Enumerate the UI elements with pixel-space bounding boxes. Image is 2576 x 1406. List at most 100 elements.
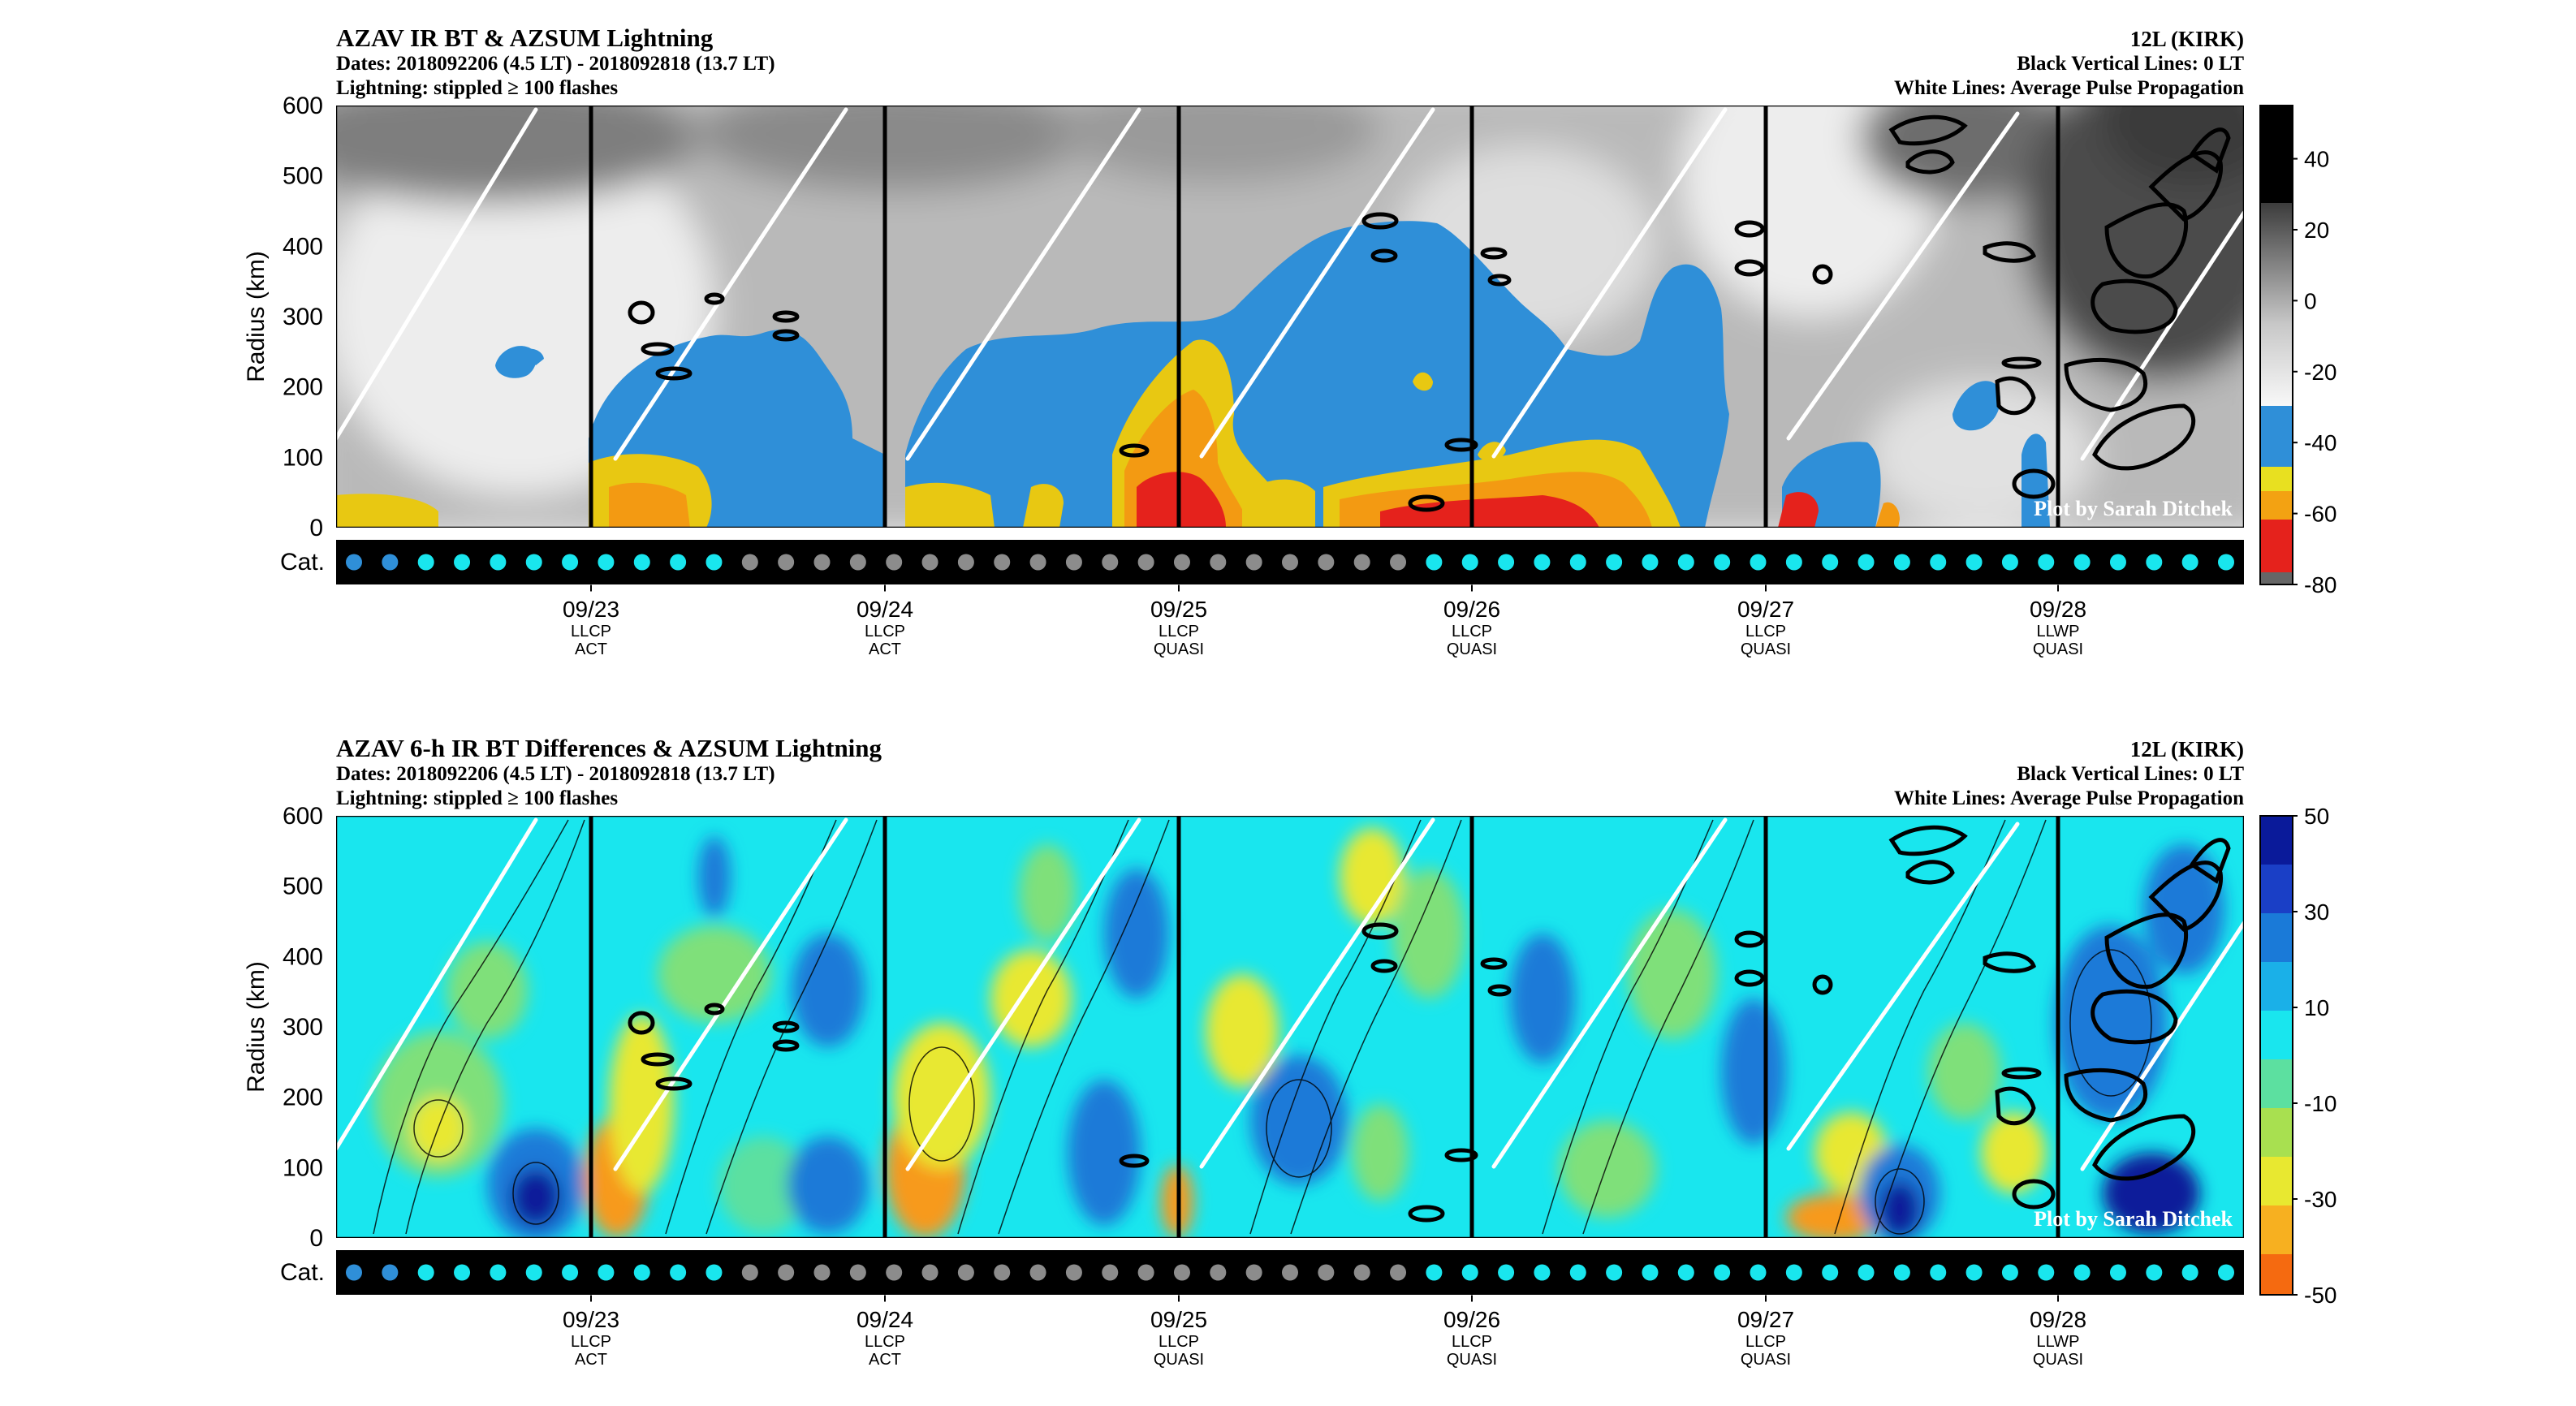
category-dot <box>1390 1264 1407 1281</box>
category-dot <box>417 1264 434 1281</box>
y-tick-label: 300 <box>283 304 323 330</box>
category-dot <box>2181 554 2198 571</box>
x-tick-date: 09/25 <box>1150 1307 1207 1332</box>
category-dot <box>1569 554 1586 571</box>
category-dot <box>778 554 795 571</box>
x-tick-state: ACT <box>575 640 607 658</box>
x-axis-day-labels: 09/23LLCPACT09/24LLCPACT09/25LLCPQUASI09… <box>563 584 2086 658</box>
category-dot <box>670 1264 687 1281</box>
black-lines-note: Black Vertical Lines: 0 LT <box>2017 53 2244 75</box>
category-dot <box>1750 1264 1767 1281</box>
colorbar-tick-label: -20 <box>2304 360 2337 385</box>
category-dot <box>1822 1264 1839 1281</box>
x-tick-phase: LLCP <box>865 623 905 640</box>
category-dot <box>1677 1264 1694 1281</box>
x-tick-state: ACT <box>869 640 901 658</box>
category-dot <box>1065 1264 1082 1281</box>
category-dot <box>1606 1264 1623 1281</box>
category-dot <box>1029 554 1046 571</box>
x-tick-phase: LLCP <box>1159 623 1199 640</box>
x-tick-state: QUASI <box>1154 1351 1204 1369</box>
category-dot <box>2073 554 2091 571</box>
category-dot <box>670 554 687 571</box>
category-dot <box>741 554 758 571</box>
y-tick-labels: 600 500 400 300 200 100 0 <box>283 93 323 541</box>
category-dot <box>1173 554 1190 571</box>
chart-subtitle-lightning: Lightning: stippled ≥ 100 flashes <box>336 77 618 99</box>
x-tick-phase: LLWP <box>2037 1333 2080 1351</box>
white-lines-note: White Lines: Average Pulse Propagation <box>1894 77 2244 99</box>
category-dot <box>1858 554 1875 571</box>
category-dot <box>382 1264 399 1281</box>
x-tick-state: QUASI <box>1447 640 1497 658</box>
colorbar-tick-label: -80 <box>2304 572 2337 597</box>
category-strip: Cat. <box>280 540 2244 584</box>
category-dot <box>2073 1264 2091 1281</box>
x-tick-date: 09/24 <box>857 1307 913 1332</box>
category-dot <box>490 554 507 571</box>
category-dot <box>1102 1264 1119 1281</box>
colorbar-tick-label: -60 <box>2304 502 2337 527</box>
y-tick-label: 600 <box>283 803 323 830</box>
x-tick-date: 09/23 <box>563 597 619 622</box>
x-tick-phase: LLWP <box>2037 623 2080 640</box>
colorbar: 40 20 0 -20 -40 -60 -80 <box>2259 105 2337 597</box>
category-dot <box>1714 554 1731 571</box>
colorbar-tick-label: -30 <box>2304 1187 2337 1212</box>
category-dot <box>454 1264 471 1281</box>
category-dot <box>2146 1264 2163 1281</box>
chart-title: AZAV 6-h IR BT Differences & AZSUM Light… <box>336 734 882 762</box>
category-dot <box>598 554 615 571</box>
category-dot <box>1785 554 1802 571</box>
category-dot <box>1102 554 1119 571</box>
x-tick-state: ACT <box>575 1351 607 1369</box>
category-dot <box>1534 1264 1551 1281</box>
category-dot <box>2001 554 2018 571</box>
category-dot <box>633 554 650 571</box>
category-dot <box>1245 554 1262 571</box>
category-dot <box>1677 554 1694 571</box>
category-dot <box>813 554 831 571</box>
category-dot <box>346 1264 362 1281</box>
x-tick-state: ACT <box>869 1351 901 1369</box>
category-dot <box>1065 554 1082 571</box>
category-dot <box>994 554 1011 571</box>
y-tick-label: 100 <box>283 444 323 471</box>
chart-subtitle-lightning: Lightning: stippled ≥ 100 flashes <box>336 787 618 809</box>
category-dot <box>1498 554 1515 571</box>
x-tick-phase: LLCP <box>571 1333 611 1351</box>
white-lines-note: White Lines: Average Pulse Propagation <box>1894 787 2244 809</box>
category-dot <box>1785 1264 1802 1281</box>
category-dot <box>633 1264 650 1281</box>
category-dot <box>1893 1264 1910 1281</box>
x-tick-date: 09/26 <box>1443 597 1500 622</box>
chart-subtitle-dates: Dates: 2018092206 (4.5 LT) - 2018092818 … <box>336 763 775 785</box>
category-dot <box>1893 554 1910 571</box>
category-dot <box>2146 554 2163 571</box>
category-dot <box>1642 1264 1659 1281</box>
plot-area: Plot by Sarah Ditchek <box>336 106 2244 528</box>
colorbar-tick-label: 20 <box>2304 218 2329 243</box>
category-dot <box>1714 1264 1731 1281</box>
y-tick-label: 500 <box>283 873 323 900</box>
panel-ir-bt: AZAV IR BT & AZSUM Lightning Dates: 2018… <box>243 24 2337 658</box>
panel-ir-bt-differences: AZAV 6-h IR BT Differences & AZSUM Light… <box>243 734 2337 1369</box>
y-tick-label: 400 <box>283 943 323 970</box>
category-dot <box>849 1264 866 1281</box>
x-tick-date: 09/27 <box>1737 1307 1794 1332</box>
category-dot <box>1642 554 1659 571</box>
category-dot <box>2038 1264 2055 1281</box>
day-lines <box>589 816 2060 1238</box>
lightning-contours <box>628 825 2231 1223</box>
category-dot <box>705 1264 723 1281</box>
colorbar: 50 30 10 -10 -30 -50 <box>2259 804 2337 1308</box>
category-dot <box>562 554 579 571</box>
category-dot <box>525 554 542 571</box>
y-tick-label: 0 <box>309 1225 323 1252</box>
category-dot <box>2001 1264 2018 1281</box>
category-dot <box>2218 554 2234 571</box>
category-label: Cat. <box>280 1259 325 1286</box>
x-tick-date: 09/23 <box>563 1307 619 1332</box>
category-dot <box>1822 554 1839 571</box>
x-tick-date: 09/28 <box>2030 1307 2086 1332</box>
